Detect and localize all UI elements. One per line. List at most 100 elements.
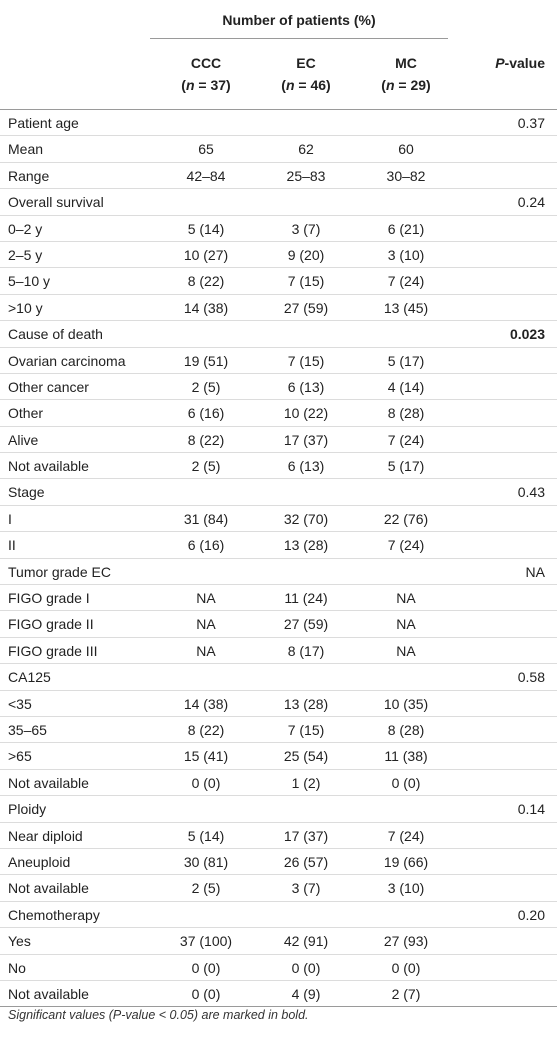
cell-ec: 4 (9) [291, 985, 321, 1002]
cell-mc: 7 (24) [387, 827, 425, 844]
column-n: (n = 46) [281, 77, 331, 93]
cell-mc: 22 (76) [383, 510, 429, 527]
column-name: EC [296, 55, 316, 71]
cell-ec: 17 (37) [283, 827, 329, 844]
table-header: Number of patients (%) CCC (n = 37) EC (… [0, 0, 557, 110]
cell-ccc: 14 (38) [183, 299, 229, 316]
table-row: Not available 2 (5) 3 (7) 3 (10) [0, 875, 557, 902]
cell-mc: NA [396, 590, 416, 607]
row-label: 5–10 y [8, 273, 51, 290]
table-row: FIGO grade II NA 27 (59) NA [0, 611, 557, 638]
row-label: Aneuploid [8, 853, 71, 870]
cell-ccc: 8 (22) [187, 721, 225, 738]
table-row: Other 6 (16) 10 (22) 8 (28) [0, 400, 557, 427]
cell-ccc: 0 (0) [191, 985, 221, 1002]
table-row: <35 14 (38) 13 (28) 10 (35) [0, 691, 557, 717]
cell-ec: 9 (20) [287, 246, 325, 263]
table-body: Patient age 0.37 Mean 65 62 60 Range 42–84 25–83… [0, 110, 557, 1008]
row-label: Ovarian carcinoma [8, 352, 126, 369]
cell-mc: 2 (7) [391, 985, 421, 1002]
table-row: Aneuploid 30 (81) 26 (57) 19 (66) [0, 849, 557, 876]
table-row: Yes 37 (100) 42 (91) 27 (93) [0, 928, 557, 955]
cell-ccc: 65 [198, 141, 214, 158]
cell-mc: 3 (10) [387, 246, 425, 263]
cell-ec: 1 (2) [291, 774, 321, 791]
row-label: FIGO grade II [8, 616, 94, 633]
cell-mc: 0 (0) [391, 774, 421, 791]
column-n: (n = 29) [381, 77, 431, 93]
cell-ccc: NA [196, 642, 216, 659]
table-row: Chemotherapy 0.20 [0, 902, 557, 929]
row-label: 35–65 [8, 721, 47, 738]
cell-mc: NA [396, 616, 416, 633]
cell-ec: 0 (0) [291, 959, 321, 976]
row-label: I [8, 510, 12, 527]
cell-ccc: 14 (38) [183, 695, 229, 712]
table-row: Range 42–84 25–83 30–82 [0, 163, 557, 190]
table-row: FIGO grade III NA 8 (17) NA [0, 638, 557, 665]
row-label: Cause of death [8, 326, 103, 343]
cell-mc: 27 (93) [383, 933, 429, 950]
row-label: Patient age [8, 115, 79, 131]
cell-mc: 30–82 [386, 167, 426, 184]
column-name: CCC [190, 55, 222, 71]
cell-ec: 13 (28) [283, 537, 329, 554]
table-row: Patient age 0.37 [0, 110, 557, 137]
table-row: Alive 8 (22) 17 (37) 7 (24) [0, 427, 557, 454]
row-label: Near diploid [8, 827, 83, 844]
cell-mc: 6 (21) [387, 220, 425, 237]
cell-pvalue: 0.14 [517, 801, 545, 818]
cell-mc: 5 (17) [387, 458, 425, 475]
cell-ccc: 8 (22) [187, 273, 225, 290]
cell-ccc: 42–84 [186, 167, 226, 184]
cell-ec: 25–83 [286, 167, 326, 184]
cell-ccc: 0 (0) [191, 959, 221, 976]
cell-mc: 11 (38) [384, 748, 428, 765]
column-name: MC [395, 55, 417, 71]
row-label: >10 y [8, 299, 43, 316]
table-row: Tumor grade EC NA [0, 559, 557, 586]
row-label: Not available [8, 458, 89, 475]
table-row: Not available 0 (0) 4 (9) 2 (7) [0, 981, 557, 1008]
column-header-ec: EC (n = 46) [250, 52, 362, 96]
cell-pvalue: 0.20 [517, 906, 545, 923]
cell-mc: 7 (24) [387, 537, 425, 554]
cell-pvalue: 0.58 [517, 669, 545, 686]
cell-mc: 8 (28) [387, 405, 425, 422]
row-label: <35 [8, 695, 32, 712]
group-header: Number of patients (%) [222, 12, 376, 28]
cell-ccc: 2 (5) [191, 378, 221, 395]
row-label: Ploidy [8, 801, 47, 818]
row-label: Yes [8, 933, 31, 950]
cell-mc: 0 (0) [391, 959, 421, 976]
cell-ec: 26 (57) [283, 853, 329, 870]
table-row: Ploidy 0.14 [0, 796, 557, 823]
row-label: Not available [8, 774, 89, 791]
group-header-underline [150, 38, 448, 39]
cell-ec: 3 (7) [291, 220, 321, 237]
cell-mc: 10 (35) [383, 695, 429, 712]
cell-ec: 7 (15) [287, 273, 325, 290]
pvalue-rest: -value [504, 55, 545, 71]
table-row: Not available 2 (5) 6 (13) 5 (17) [0, 453, 557, 480]
cell-pvalue: 0.023 [509, 326, 545, 343]
table-row: >65 15 (41) 25 (54) 11 (38) [0, 743, 557, 770]
row-label: >65 [8, 748, 32, 765]
cell-ccc: 10 (27) [183, 246, 229, 263]
table-row: Ovarian carcinoma 19 (51) 7 (15) 5 (17) [0, 348, 557, 374]
cell-ec: 7 (15) [287, 721, 325, 738]
cell-ccc: 15 (41) [183, 748, 229, 765]
cell-ccc: NA [196, 590, 216, 607]
table-row: Mean 65 62 60 [0, 136, 557, 163]
table-row: Stage 0.43 [0, 479, 557, 506]
row-label: Not available [8, 880, 89, 897]
cell-ec: 27 (59) [283, 616, 329, 633]
row-label: Stage [8, 484, 45, 501]
row-label: FIGO grade I [8, 590, 90, 607]
cell-mc: 13 (45) [383, 299, 429, 316]
row-label: 0–2 y [8, 220, 43, 237]
cell-ccc: 2 (5) [191, 458, 221, 475]
cell-ccc: 5 (14) [187, 220, 225, 237]
row-label: Mean [8, 141, 44, 158]
